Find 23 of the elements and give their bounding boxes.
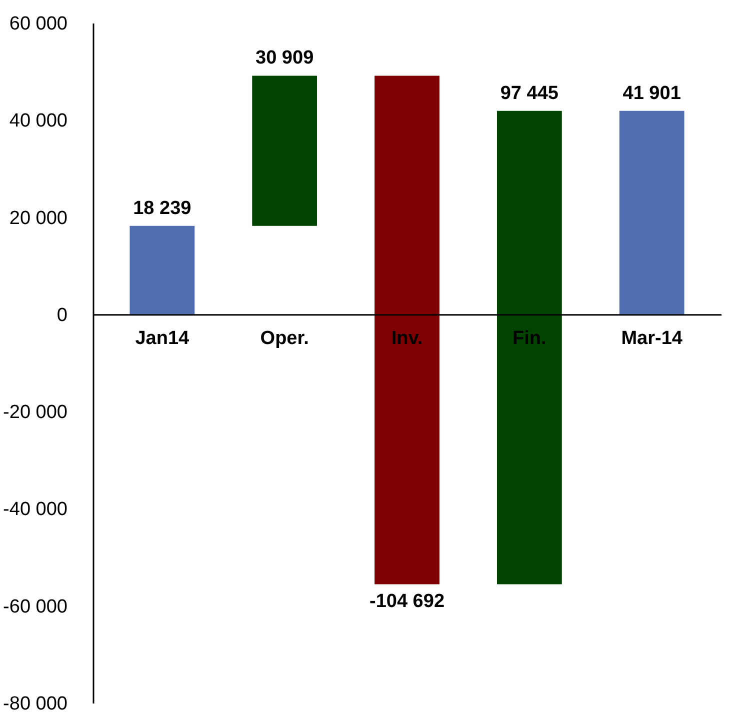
bar <box>619 110 684 314</box>
y-tick-label: -80 000 <box>3 694 68 714</box>
x-tick-label: Oper. <box>260 328 309 349</box>
y-tick-label: 40 000 <box>9 110 68 132</box>
y-tick-label: 20 000 <box>9 208 68 229</box>
x-tick-label: Jan14 <box>135 328 190 349</box>
bar <box>252 76 318 226</box>
bar <box>374 76 440 584</box>
y-tick-label: -20 000 <box>3 402 68 424</box>
data-label: 18 239 <box>133 198 192 219</box>
data-label: 97 445 <box>500 82 559 104</box>
y-tick-label: 60 000 <box>9 14 68 34</box>
data-label: -104 692 <box>369 591 445 612</box>
y-tick-label: -60 000 <box>3 596 68 618</box>
y-tick-label: 0 <box>56 304 68 326</box>
data-label: 41 901 <box>622 82 682 104</box>
x-tick-label: Mar-14 <box>621 328 683 349</box>
bar <box>130 226 195 314</box>
x-tick-label: Inv. <box>391 328 423 349</box>
y-tick-label: -40 000 <box>3 499 68 520</box>
bar <box>496 110 562 584</box>
x-tick-label: Fin. <box>512 328 546 349</box>
data-label: 30 909 <box>256 48 314 69</box>
